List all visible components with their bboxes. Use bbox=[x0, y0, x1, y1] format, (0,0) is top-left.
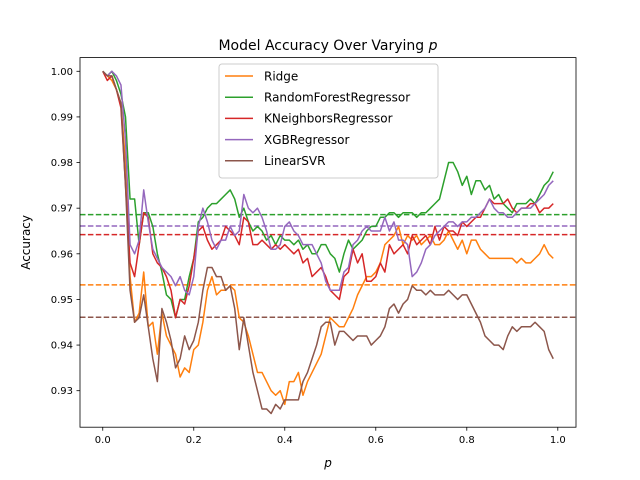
y-tick-label: 0.95 bbox=[51, 295, 73, 306]
y-tick-label: 0.94 bbox=[51, 341, 73, 352]
x-tick-label: 0.0 bbox=[95, 435, 111, 446]
legend-label: Ridge bbox=[264, 69, 298, 83]
x-tick-label: 0.4 bbox=[277, 435, 293, 446]
y-axis: 0.93 0.94 0.95 0.96 0.97 0.98 0.99 1.00 bbox=[51, 67, 80, 397]
x-tick-label: 0.2 bbox=[186, 435, 202, 446]
plot-frame bbox=[79, 57, 577, 428]
y-axis-label: Accuracy bbox=[19, 215, 33, 270]
y-tick-label: 0.99 bbox=[51, 112, 73, 123]
series-line-XGBRegressor bbox=[102, 70, 554, 296]
x-axis: 0.0 0.2 0.4 0.6 0.8 1.0 bbox=[95, 427, 566, 446]
series-lines bbox=[102, 70, 554, 415]
x-tick-label: 0.6 bbox=[368, 435, 384, 446]
legend-label: KNeighborsRegressor bbox=[264, 112, 393, 126]
chart-title: Model Accuracy Over Varying p bbox=[218, 38, 437, 54]
legend-label: LinearSVR bbox=[264, 154, 325, 168]
chart-title-variable: p bbox=[428, 38, 438, 54]
y-tick-label: 0.96 bbox=[51, 249, 73, 260]
legend-box bbox=[218, 63, 439, 179]
series-line-Ridge bbox=[102, 70, 554, 406]
y-tick-label: 0.97 bbox=[51, 204, 73, 215]
y-tick-label: 1.00 bbox=[51, 67, 73, 78]
legend-label: XGBRegressor bbox=[264, 133, 349, 147]
y-tick-label: 0.98 bbox=[51, 158, 73, 169]
chart-title-text: Model Accuracy Over Varying bbox=[218, 38, 428, 54]
series-line-KNeighborsRegressor bbox=[102, 70, 554, 319]
series-line-LinearSVR bbox=[102, 70, 554, 415]
legend: Ridge RandomForestRegressor KNeighborsRegr… bbox=[218, 63, 439, 179]
x-tick-label: 1.0 bbox=[550, 435, 566, 446]
x-tick-label: 0.8 bbox=[459, 435, 475, 446]
legend-label: RandomForestRegressor bbox=[264, 91, 410, 105]
x-axis-label: p bbox=[323, 456, 332, 470]
y-tick-label: 0.93 bbox=[51, 386, 73, 397]
